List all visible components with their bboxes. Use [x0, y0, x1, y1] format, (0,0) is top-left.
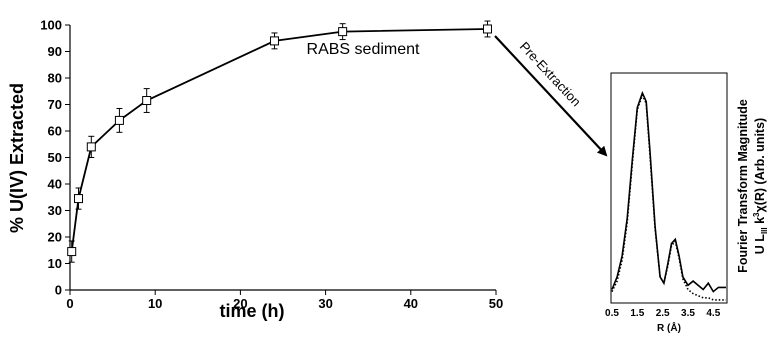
main-series — [67, 20, 492, 263]
data-point-marker — [482, 24, 492, 34]
main-x-tick-label: 50 — [489, 296, 503, 311]
main-y-tick-label: 30 — [48, 203, 62, 218]
data-point-marker — [74, 194, 84, 204]
arrow-label: Pre-Extraction — [517, 39, 584, 109]
main-y-tick-label: 70 — [48, 97, 62, 112]
data-point-marker — [114, 115, 124, 125]
main-y-ticks: 0 10 20 30 40 50 60 70 80 90 100 — [40, 18, 70, 298]
inset-plot: 0.5 1.5 2.5 3.5 4.5 R (Å) Fourier Transform … — [605, 72, 769, 334]
inset-x-axis-label: R (Å) — [657, 321, 681, 334]
inset-x-tick-label: 0.5 — [605, 308, 619, 319]
inset-frame — [610, 72, 728, 304]
main-x-tick-label: 0 — [66, 296, 73, 311]
inset-x-tick-label: 4.5 — [706, 308, 720, 319]
main-x-tick-label: 30 — [318, 296, 332, 311]
data-point-marker — [269, 36, 279, 46]
main-y-tick-label: 100 — [40, 18, 62, 33]
main-y-tick-label: 40 — [48, 177, 62, 192]
main-x-tick-label: 10 — [148, 296, 162, 311]
sample-label: RABS sediment — [307, 41, 420, 58]
main-y-tick-label: 90 — [48, 44, 62, 59]
data-point-marker — [86, 142, 96, 152]
inset-data-curve — [611, 90, 726, 293]
main-plot: 0 10 20 30 40 50 60 70 80 90 100 0 10 20 30 40 50 time … — [7, 18, 503, 322]
pre-extraction-arrow: Pre-Extraction — [494, 35, 608, 157]
main-x-axis-label: time (h) — [220, 301, 285, 321]
main-x-ticks: 0 10 20 30 40 50 — [66, 290, 503, 311]
main-y-tick-label: 80 — [48, 71, 62, 86]
main-y-tick-label: 50 — [48, 150, 62, 165]
data-point-marker — [338, 27, 348, 37]
main-y-tick-label: 20 — [48, 230, 62, 245]
main-x-tick-label: 40 — [404, 296, 418, 311]
inset-y-axis-label-line2: U LIII k3χ(R) (Arb. units) — [752, 118, 769, 254]
inset-x-ticks: 0.5 1.5 2.5 3.5 4.5 — [605, 308, 721, 319]
main-series-line — [70, 28, 488, 252]
main-x-tick-label: 20 — [233, 296, 247, 311]
main-y-axis-label: % U(IV) Extracted — [7, 83, 27, 233]
main-y-tick-label: 0 — [55, 283, 62, 298]
inset-y-axis-label-line1: Fourier Transform Magnitude — [736, 99, 750, 273]
inset-x-tick-label: 2.5 — [656, 308, 670, 319]
data-point-marker — [67, 247, 77, 257]
data-point-marker — [142, 96, 152, 106]
inset-x-tick-label: 3.5 — [681, 308, 695, 319]
inset-x-tick-label: 1.5 — [630, 308, 644, 319]
main-y-tick-label: 60 — [48, 124, 62, 139]
arrow-line — [494, 35, 608, 157]
main-y-tick-label: 10 — [48, 256, 62, 271]
inset-series — [611, 90, 726, 301]
